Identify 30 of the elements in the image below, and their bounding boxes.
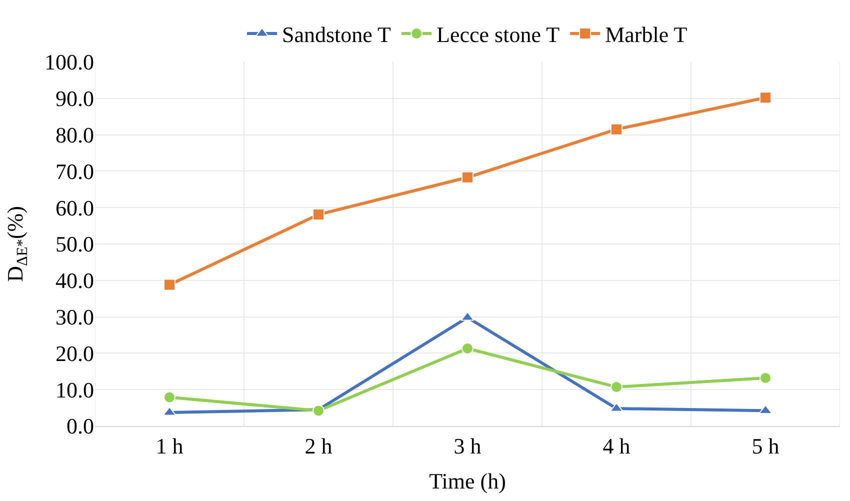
point	[610, 381, 622, 394]
y-tick-label: 80.0	[56, 122, 94, 148]
point	[312, 404, 324, 417]
y-tick-label: 50.0	[56, 232, 94, 257]
legend-label: Marble T	[605, 22, 688, 48]
y-tick-label: 10.0	[56, 377, 94, 402]
y-tick-label: 100.0	[44, 50, 94, 75]
point	[760, 92, 772, 104]
x-tick-label: 2 h	[304, 433, 332, 458]
point	[164, 391, 176, 404]
y-tick-label: 70.0	[56, 158, 94, 184]
x-tick-label: 4 h	[602, 433, 630, 458]
point	[462, 342, 474, 354]
point	[610, 123, 622, 136]
y-tick-label: 60.0	[56, 195, 94, 220]
y-tick-label: 30.0	[56, 304, 94, 330]
point	[164, 278, 176, 291]
y-tick-label: 20.0	[56, 340, 94, 366]
y-tick-label: 90.0	[56, 86, 94, 112]
legend-label: Sandstone T	[282, 22, 392, 48]
point	[462, 171, 474, 184]
y-tick-label: 40.0	[56, 268, 94, 294]
point	[312, 208, 324, 221]
x-tick-label: 5 h	[752, 433, 780, 458]
x-tick-label: 1 h	[156, 433, 184, 458]
x-tick-label: 3 h	[454, 433, 482, 458]
legend-label: Lecce stone T	[436, 22, 560, 48]
point	[760, 372, 772, 384]
y-tick-label: 0.0	[66, 414, 94, 439]
x-axis-title: Time (h)	[429, 468, 506, 494]
